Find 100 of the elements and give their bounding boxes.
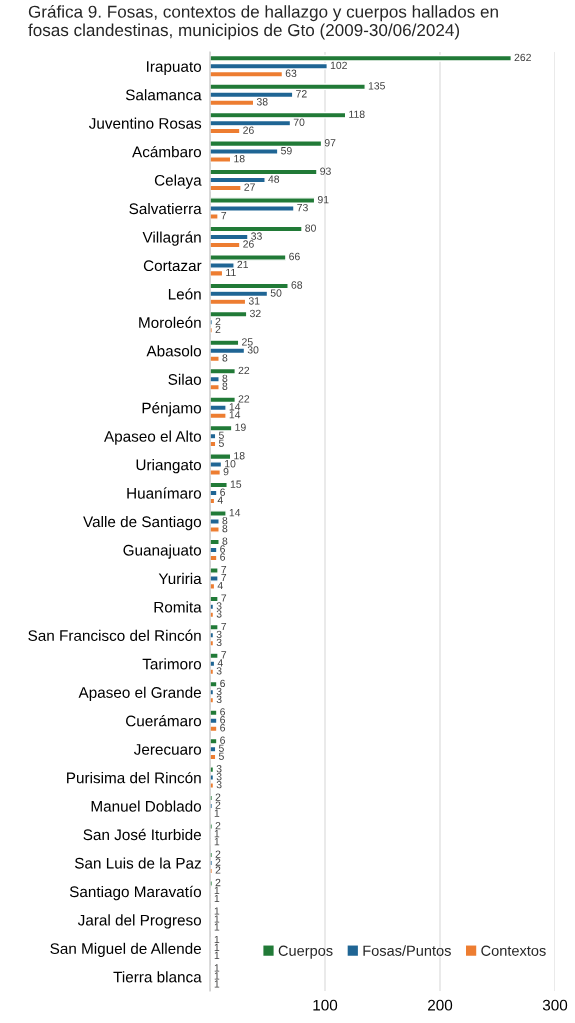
data-label: 93 xyxy=(320,167,331,175)
data-label: 31 xyxy=(248,297,260,305)
data-label: 8 xyxy=(222,382,228,390)
data-label: 6 xyxy=(220,716,226,724)
y-tick-label: Villagrán xyxy=(142,231,201,246)
data-label: 70 xyxy=(293,118,305,126)
data-label: 2 xyxy=(215,325,221,333)
x-tick-label: 100 xyxy=(313,999,338,1011)
y-tick-label: Silao xyxy=(168,373,202,385)
data-label: 7 xyxy=(221,565,227,574)
y-tick-label: León xyxy=(168,288,201,300)
data-label: 5 xyxy=(218,744,224,752)
data-label: 30 xyxy=(247,346,259,354)
y-tick-label: Juventino Rosas xyxy=(88,117,202,129)
data-label: 22 xyxy=(238,395,250,403)
y-tick-label: Yuriria xyxy=(158,572,202,585)
data-label: 1 xyxy=(214,894,220,903)
data-label: 19 xyxy=(235,423,246,431)
data-label: 3 xyxy=(216,695,222,703)
data-label: 26 xyxy=(243,126,254,134)
data-label: 118 xyxy=(349,110,365,118)
data-label: 18 xyxy=(234,154,245,163)
data-label: 7 xyxy=(221,211,227,220)
y-tick-label: Apaseo el Alto xyxy=(104,430,202,445)
data-label: 59 xyxy=(281,147,292,155)
data-label: 3 xyxy=(216,630,222,639)
data-label: 3 xyxy=(216,638,222,647)
y-tick-label: Salamanca xyxy=(125,89,202,101)
data-label: 3 xyxy=(216,765,222,773)
data-label: 1 xyxy=(214,923,220,931)
data-label: 11 xyxy=(226,268,236,277)
y-tick-label: Moroleón xyxy=(139,316,201,328)
data-label: 1 xyxy=(214,980,220,988)
data-label: 3 xyxy=(216,773,222,781)
data-label: 1 xyxy=(214,943,220,952)
data-label: 7 xyxy=(221,651,227,659)
data-label: 1 xyxy=(214,951,220,959)
data-label: 8 xyxy=(222,537,228,545)
y-tick-label: Santiago Maravatío xyxy=(69,885,202,901)
data-label: 135 xyxy=(368,82,385,90)
y-tick-label: Purisima del Rincón xyxy=(67,771,201,784)
data-label: 50 xyxy=(270,289,282,297)
data-label: 2 xyxy=(215,801,221,809)
data-label: 7 xyxy=(221,594,227,602)
data-label: 1 xyxy=(214,837,220,846)
y-tick-label: Huanímaro xyxy=(127,487,202,499)
data-label: 14 xyxy=(229,403,241,411)
data-label: 63 xyxy=(285,69,297,77)
data-label: 6 xyxy=(220,736,226,744)
data-label: 3 xyxy=(216,780,222,789)
data-label: 25 xyxy=(242,338,253,346)
data-label: 14 xyxy=(229,411,241,419)
data-label: 2 xyxy=(215,878,221,887)
data-label: 3 xyxy=(216,602,222,610)
y-tick-label: Tarimoro xyxy=(142,658,202,670)
data-label: 4 xyxy=(217,581,223,590)
data-label: 18 xyxy=(234,452,245,460)
data-label: 66 xyxy=(289,252,300,261)
data-label: 1 xyxy=(214,907,220,915)
data-label: 102 xyxy=(330,61,347,70)
data-label: 3 xyxy=(216,667,222,675)
data-label: 21 xyxy=(237,260,249,269)
y-tick-label: Guanajuato xyxy=(123,544,202,559)
data-label: 15 xyxy=(230,480,242,488)
y-tick-label: Abasolo xyxy=(146,345,202,357)
data-label: 6 xyxy=(220,724,226,732)
data-label: 1 xyxy=(214,935,220,944)
data-label: 9 xyxy=(223,467,229,476)
y-tick-label: San José Iturbide xyxy=(83,828,201,841)
data-label: 1 xyxy=(214,886,220,895)
data-label: 8 xyxy=(222,516,228,525)
data-label: 6 xyxy=(220,553,226,561)
data-label: 2 xyxy=(215,850,221,858)
data-label: 2 xyxy=(215,866,221,874)
y-tick-label: Cuerámaro xyxy=(126,714,202,727)
data-label: 5 xyxy=(218,752,224,760)
data-label: 27 xyxy=(244,183,255,191)
data-label: 6 xyxy=(220,679,226,688)
data-label: 97 xyxy=(324,139,336,147)
y-tick-label: Irapuato xyxy=(147,61,202,75)
data-label: 73 xyxy=(297,203,308,212)
data-label: 2 xyxy=(215,317,221,326)
data-label: 1 xyxy=(214,915,220,923)
y-tick-label: Uriangato xyxy=(136,459,202,474)
data-label: 22 xyxy=(238,366,250,374)
data-label: 1 xyxy=(214,809,220,817)
data-label: 68 xyxy=(291,281,303,289)
legend-label: Fosas/Puntos xyxy=(363,945,451,956)
data-label: 72 xyxy=(296,90,307,98)
y-tick-label: Manuel Doblado xyxy=(91,800,202,812)
data-label: 2 xyxy=(215,793,221,801)
y-tick-label: Acámbaro xyxy=(132,145,202,158)
data-label: 5 xyxy=(218,431,224,439)
data-label: 5 xyxy=(218,439,224,447)
y-tick-label: Celaya xyxy=(154,174,202,189)
y-tick-label: San Miguel de Allende xyxy=(50,942,201,958)
data-label: 10 xyxy=(225,460,236,468)
data-label: 6 xyxy=(220,488,226,496)
data-label: 7 xyxy=(221,573,227,582)
data-label: 8 xyxy=(222,354,228,362)
